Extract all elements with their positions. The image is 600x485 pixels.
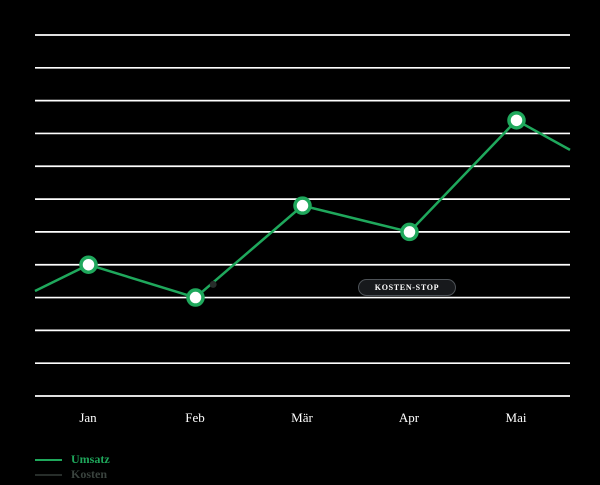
kosten-line-swatch (35, 473, 62, 476)
umsatz-legend-label: Umsatz (71, 452, 110, 466)
umsatz-line-swatch (35, 458, 62, 461)
umsatz-point-0[interactable] (79, 255, 98, 274)
umsatz-point-4[interactable] (507, 111, 526, 130)
umsatz-point-2[interactable] (293, 196, 312, 215)
x-axis-label-mai: Mai (505, 410, 527, 425)
legend-item-kosten[interactable]: Kosten (35, 467, 110, 482)
x-axis-label-apr: Apr (398, 410, 420, 425)
umsatz-point-3[interactable] (400, 222, 419, 242)
legend: Umsatz Kosten (35, 452, 110, 482)
legend-item-umsatz[interactable]: Umsatz (35, 452, 110, 467)
umsatz-point-1[interactable] (186, 288, 205, 307)
kosten-legend-label: Kosten (71, 467, 107, 481)
x-axis-label-jan: Jan (79, 410, 97, 425)
kosten-stop-badge: KOSTEN-STOP (358, 279, 456, 296)
kosten-end-dot (209, 280, 217, 288)
x-axis-label-feb: Feb (185, 410, 205, 425)
x-axis-label-mar: Mär (291, 410, 313, 425)
